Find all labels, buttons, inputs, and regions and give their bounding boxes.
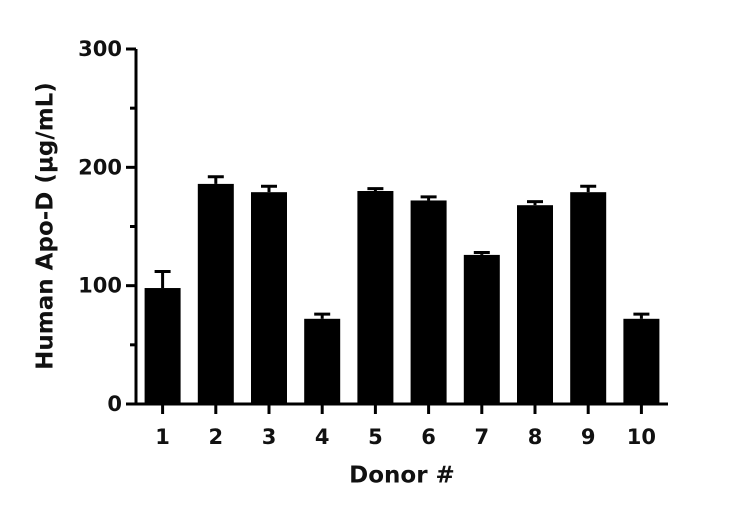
x-axis-title: Donor # [349,463,455,489]
bar [517,205,553,404]
bar [410,200,447,404]
x-tick-label: 1 [155,425,170,449]
y-tick-label: 300 [78,37,122,61]
x-tick-label: 7 [474,425,489,449]
y-tick-label: 0 [107,392,122,416]
x-tick-label: 5 [368,425,383,449]
y-tick-label: 200 [78,155,122,179]
bar [251,192,287,404]
bar [197,183,234,404]
bar [570,192,607,404]
x-tick-label: 4 [315,425,330,449]
bar [463,254,500,404]
bar [623,318,660,404]
x-tick-label: 9 [581,425,596,449]
x-tick-label: 2 [208,425,223,449]
x-tick-label: 10 [627,425,656,449]
x-tick-label: 3 [262,425,277,449]
bar [357,191,394,404]
y-axis-title: Human Apo-D (µg/mL) [33,82,59,370]
x-tick-label: 6 [421,425,436,449]
bar [304,318,341,404]
bar [144,288,181,404]
x-tick-label: 8 [528,425,543,449]
y-tick-label: 100 [78,274,122,298]
